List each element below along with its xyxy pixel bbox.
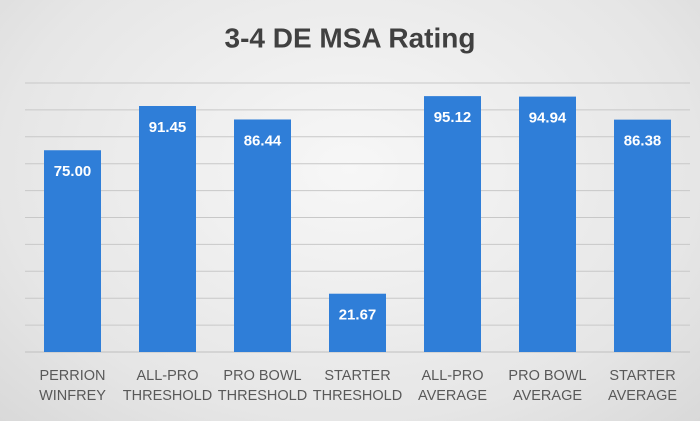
x-tick-label: STARTER THRESHOLD	[312, 368, 403, 404]
bar	[44, 150, 101, 352]
x-tick-label: PERRION WINFREY	[39, 368, 106, 404]
x-tick-label: STARTER AVERAGE	[607, 368, 678, 404]
value-label: 75.00	[54, 163, 92, 180]
x-tick-label: ALL-PRO AVERAGE	[417, 368, 488, 404]
chart-title: 3-4 DE MSA Rating	[225, 22, 476, 53]
bar	[329, 293, 386, 352]
bar	[614, 119, 671, 352]
value-label: 21.67	[339, 307, 377, 324]
bar	[139, 105, 196, 352]
value-label: 91.45	[149, 119, 187, 136]
value-label: 86.38	[624, 133, 662, 150]
value-label: 95.12	[434, 109, 472, 126]
bar	[519, 96, 576, 353]
bar	[424, 96, 481, 352]
value-label: 94.94	[529, 110, 567, 127]
value-label: 86.44	[244, 132, 282, 149]
x-tick-label: PRO BOWL AVERAGE	[508, 368, 587, 404]
bar	[234, 119, 291, 352]
x-tick-label: PRO BOWL THRESHOLD	[217, 368, 308, 404]
x-tick-label: ALL-PRO THRESHOLD	[122, 368, 213, 404]
